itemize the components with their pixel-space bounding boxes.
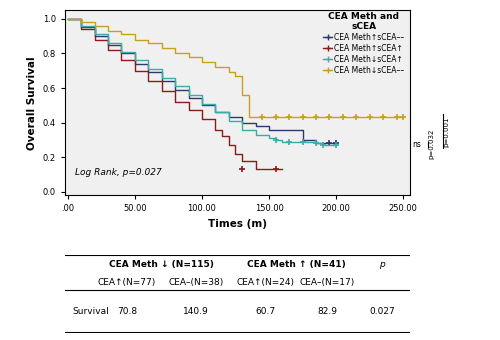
Text: CEA–(N=38): CEA–(N=38) (168, 277, 224, 287)
Text: CEA Meth ↑ (N=41): CEA Meth ↑ (N=41) (247, 260, 346, 269)
Y-axis label: Overall Survival: Overall Survival (27, 56, 37, 150)
Legend: CEA Meth↑sCEA––, CEA Meth↑sCEA↑, CEA Meth↓sCEA↑, CEA Meth↓sCEA––: CEA Meth↑sCEA––, CEA Meth↑sCEA↑, CEA Met… (322, 10, 406, 76)
Text: p=0.001: p=0.001 (444, 116, 450, 147)
Text: p=0.032: p=0.032 (428, 129, 434, 159)
Text: 140.9: 140.9 (183, 307, 209, 317)
X-axis label: Times (m): Times (m) (208, 219, 267, 229)
Text: ns: ns (412, 140, 422, 149)
Text: 60.7: 60.7 (255, 307, 275, 317)
Text: p: p (380, 260, 386, 269)
Text: Log Rank, p=0.027: Log Rank, p=0.027 (76, 168, 162, 177)
Text: CEA↑(N=24): CEA↑(N=24) (236, 277, 294, 287)
Text: 70.8: 70.8 (117, 307, 137, 317)
Text: 0.027: 0.027 (370, 307, 396, 317)
Text: CEA↑(N=77): CEA↑(N=77) (98, 277, 156, 287)
Text: 82.9: 82.9 (317, 307, 337, 317)
Text: CEA Meth ↓ (N=115): CEA Meth ↓ (N=115) (109, 260, 214, 269)
Text: Survival: Survival (72, 307, 108, 317)
Text: CEA–(N=17): CEA–(N=17) (300, 277, 355, 287)
